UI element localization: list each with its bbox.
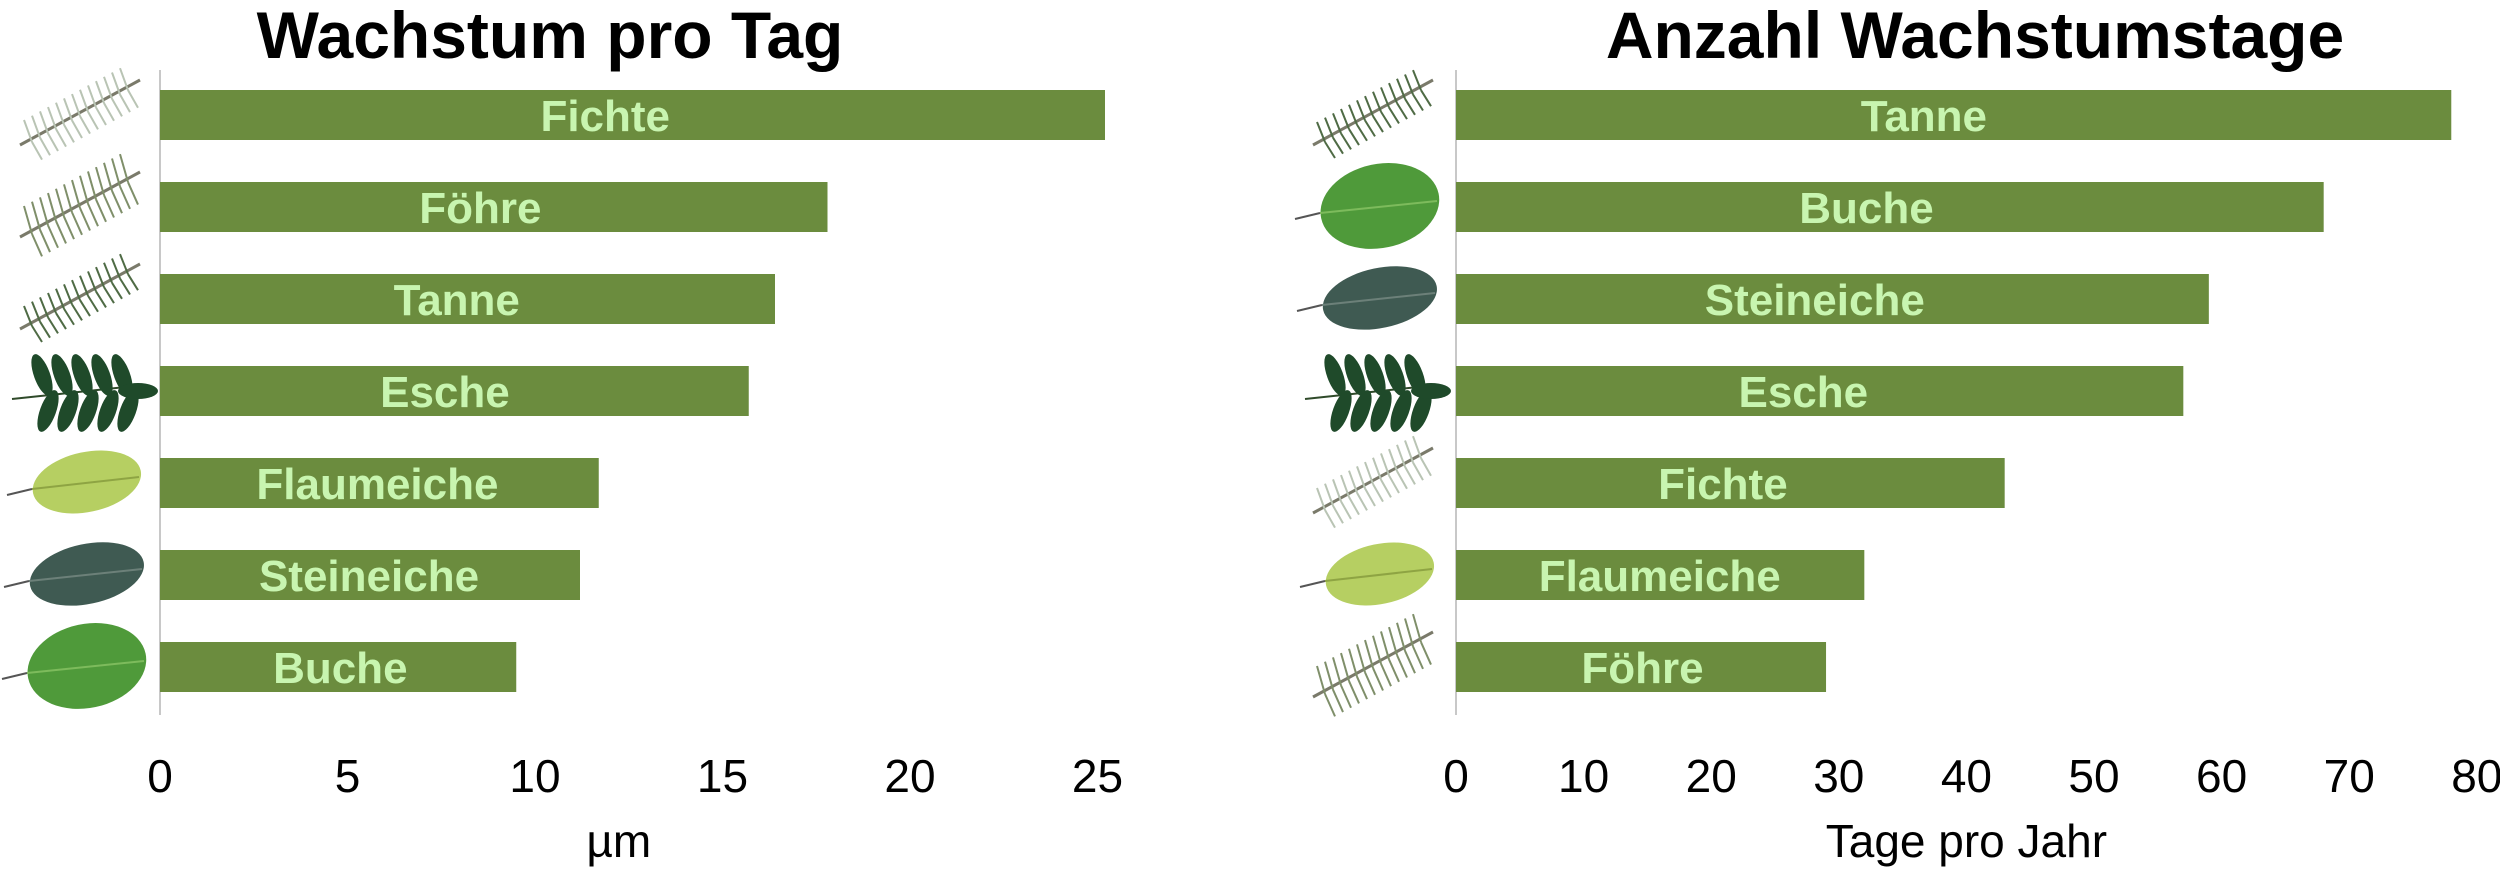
spruce-branch-icon xyxy=(1312,435,1434,529)
bar xyxy=(1456,182,2324,232)
x-tick-label: 0 xyxy=(147,750,173,802)
holm-oak-leaf-icon xyxy=(1296,266,1437,330)
x-tick-label: 70 xyxy=(2324,750,2375,802)
bar xyxy=(160,274,775,324)
bar xyxy=(160,458,599,508)
bar xyxy=(160,550,580,600)
x-tick-label: 20 xyxy=(884,750,935,802)
bar-label: Flaumeiche xyxy=(1539,552,1781,601)
bar xyxy=(1456,550,1865,600)
x-tick-label: 20 xyxy=(1686,750,1737,802)
x-axis-label: Tage pro Jahr xyxy=(1826,815,2107,867)
spruce-branch-icon xyxy=(19,67,141,161)
chart-2: Anzahl Wachstumstage Tanne Buche Steineiche… xyxy=(1294,0,2500,867)
downy-oak-leaf-icon xyxy=(1299,542,1435,606)
x-tick-label: 60 xyxy=(2196,750,2247,802)
bar-label: Fichte xyxy=(540,92,670,141)
bar xyxy=(160,90,1105,140)
bar-label: Föhre xyxy=(1581,644,1703,693)
bar xyxy=(160,182,828,232)
bar-label: Flaumeiche xyxy=(256,460,498,509)
bar-label: Esche xyxy=(380,368,510,417)
bar-label: Steineiche xyxy=(1705,276,1925,325)
pine-branch-icon xyxy=(1312,613,1434,717)
bar xyxy=(160,366,749,416)
x-tick-label: 0 xyxy=(1443,750,1469,802)
bar-label: Buche xyxy=(1799,184,1933,233)
bar xyxy=(1456,642,1827,692)
pine-branch-icon xyxy=(19,153,141,257)
x-tick-label: 80 xyxy=(2451,750,2500,802)
bar xyxy=(1456,458,2005,508)
beech-leaf-icon xyxy=(1294,163,1440,249)
x-tick-label: 40 xyxy=(1941,750,1992,802)
bar-label: Buche xyxy=(273,644,407,693)
bar xyxy=(1456,90,2452,140)
x-axis-label: µm xyxy=(586,815,651,867)
bar xyxy=(1456,274,2209,324)
bar-label: Tanne xyxy=(1861,92,1987,141)
bar-label: Föhre xyxy=(419,184,541,233)
holm-oak-leaf-icon xyxy=(3,542,144,606)
x-tick-label: 10 xyxy=(1558,750,1609,802)
ash-leaf-icon xyxy=(11,354,158,432)
x-tick-label: 30 xyxy=(1813,750,1864,802)
downy-oak-leaf-icon xyxy=(6,450,142,514)
bar xyxy=(160,642,517,692)
bar-label: Fichte xyxy=(1658,460,1788,509)
beech-leaf-icon xyxy=(1,623,147,709)
x-tick-label: 10 xyxy=(509,750,560,802)
bar-label: Tanne xyxy=(394,276,520,325)
fir-branch-icon xyxy=(19,253,141,343)
x-tick-label: 5 xyxy=(335,750,361,802)
bar xyxy=(1456,366,2184,416)
fir-branch-icon xyxy=(1312,69,1434,159)
ash-leaf-icon xyxy=(1304,354,1451,432)
x-tick-label: 15 xyxy=(697,750,748,802)
chart-title: Anzahl Wachstumstage xyxy=(1606,0,2344,72)
bar-label: Steineiche xyxy=(259,552,479,601)
chart-1: Wachstum pro Tag Fichte Föhre Tanne Esche Fla… xyxy=(1,0,1123,867)
chart-title: Wachstum pro Tag xyxy=(257,0,844,72)
x-tick-label: 50 xyxy=(2068,750,2119,802)
x-tick-label: 25 xyxy=(1072,750,1123,802)
bar-label: Esche xyxy=(1738,368,1868,417)
